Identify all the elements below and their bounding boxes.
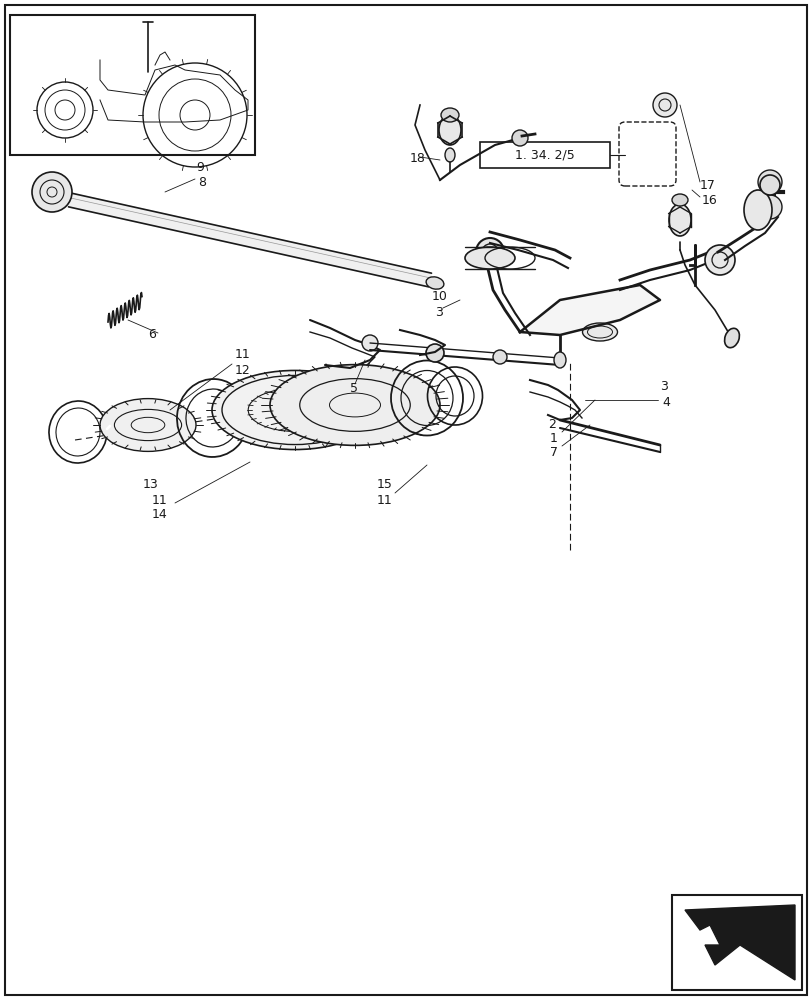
Circle shape <box>362 335 378 351</box>
Text: 8: 8 <box>198 176 206 189</box>
Ellipse shape <box>581 323 616 341</box>
Text: 9: 9 <box>195 161 204 174</box>
Text: 7: 7 <box>549 446 557 458</box>
FancyBboxPatch shape <box>618 122 676 186</box>
Bar <box>10 15 255 155</box>
Text: 3: 3 <box>435 306 442 318</box>
Text: 6: 6 <box>148 328 156 342</box>
Polygon shape <box>684 905 794 980</box>
Ellipse shape <box>440 108 458 122</box>
Circle shape <box>475 238 504 266</box>
Ellipse shape <box>672 194 687 206</box>
Ellipse shape <box>100 399 195 451</box>
Text: 14: 14 <box>152 508 168 522</box>
Ellipse shape <box>270 365 440 445</box>
Text: 11: 11 <box>152 493 168 506</box>
Ellipse shape <box>426 277 444 289</box>
Text: 11: 11 <box>234 349 251 361</box>
Ellipse shape <box>212 370 378 450</box>
Circle shape <box>512 130 527 146</box>
Text: 2: 2 <box>547 418 556 430</box>
Polygon shape <box>519 285 659 335</box>
Ellipse shape <box>743 190 771 230</box>
Text: 12: 12 <box>234 363 251 376</box>
Text: 10: 10 <box>431 290 448 304</box>
Text: 3: 3 <box>659 380 667 393</box>
Ellipse shape <box>759 175 779 195</box>
Ellipse shape <box>465 247 514 269</box>
Text: 15: 15 <box>376 479 393 491</box>
Text: 5: 5 <box>350 381 358 394</box>
Circle shape <box>32 172 72 212</box>
Text: 11: 11 <box>376 493 393 506</box>
Ellipse shape <box>553 352 565 368</box>
Text: 17: 17 <box>699 179 715 192</box>
Polygon shape <box>68 193 431 287</box>
Circle shape <box>757 170 781 194</box>
Circle shape <box>704 245 734 275</box>
Text: 13: 13 <box>143 479 159 491</box>
Ellipse shape <box>439 115 461 145</box>
Bar <box>672 895 801 990</box>
Text: 16: 16 <box>702 194 717 207</box>
Text: 18: 18 <box>410 152 425 165</box>
Ellipse shape <box>723 328 739 348</box>
Bar <box>479 142 609 168</box>
Circle shape <box>757 195 781 219</box>
Ellipse shape <box>444 148 454 162</box>
Text: 1. 34. 2/5: 1. 34. 2/5 <box>514 149 574 162</box>
Text: 4: 4 <box>661 395 669 408</box>
Text: 1: 1 <box>549 432 557 444</box>
Ellipse shape <box>668 204 690 236</box>
Circle shape <box>492 350 506 364</box>
Circle shape <box>652 93 676 117</box>
Circle shape <box>426 344 444 362</box>
